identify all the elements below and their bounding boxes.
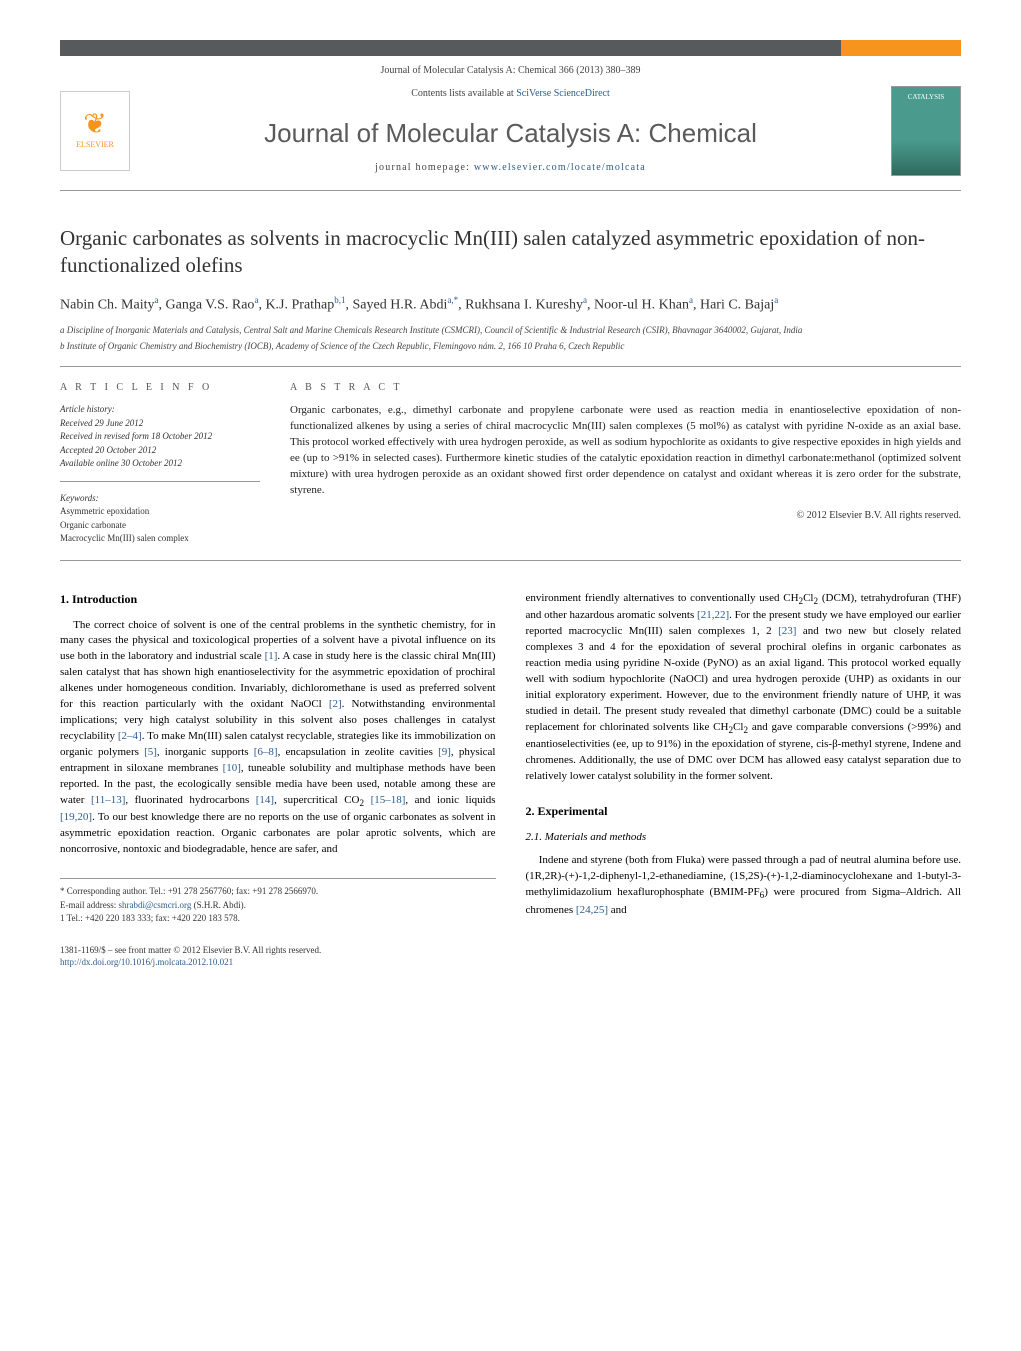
elsevier-logo-text: ELSEVIER xyxy=(76,139,114,150)
homepage-prefix: journal homepage: xyxy=(375,162,474,173)
footnotes: * Corresponding author. Tel.: +91 278 25… xyxy=(60,878,496,926)
authors-list: Nabin Ch. Maitya, Ganga V.S. Raoa, K.J. … xyxy=(60,294,961,315)
email-who: (S.H.R. Abdi). xyxy=(191,900,246,910)
section-exp-head: 2. Experimental xyxy=(526,803,962,820)
body-columns: 1. Introduction The correct choice of so… xyxy=(60,591,961,969)
contents-line: Contents lists available at SciVerse Sci… xyxy=(130,87,891,101)
section-intro-head: 1. Introduction xyxy=(60,591,496,608)
citation-line: Journal of Molecular Catalysis A: Chemic… xyxy=(60,64,961,78)
footnote-1: 1 Tel.: +420 220 183 333; fax: +420 220 … xyxy=(60,912,496,926)
article-info-heading: A R T I C L E I N F O xyxy=(60,381,260,395)
affiliation-a: a Discipline of Inorganic Materials and … xyxy=(60,325,961,337)
keyword: Macrocyclic Mn(III) salen complex xyxy=(60,532,260,546)
abstract-col: A B S T R A C T Organic carbonates, e.g.… xyxy=(290,381,961,546)
homepage-link[interactable]: www.elsevier.com/locate/molcata xyxy=(474,162,646,173)
article-title: Organic carbonates as solvents in macroc… xyxy=(60,225,961,280)
left-column: 1. Introduction The correct choice of so… xyxy=(60,591,496,969)
email-line: E-mail address: shrabdi@csmcri.org (S.H.… xyxy=(60,899,496,913)
keyword: Organic carbonate xyxy=(60,519,260,533)
abstract-copyright: © 2012 Elsevier B.V. All rights reserved… xyxy=(290,509,961,523)
corresponding-author: * Corresponding author. Tel.: +91 278 25… xyxy=(60,885,496,899)
intro-para-2: environment friendly alternatives to con… xyxy=(526,591,962,785)
article-info-col: A R T I C L E I N F O Article history: R… xyxy=(60,381,260,546)
elsevier-tree-icon: ❦ xyxy=(83,111,106,139)
history-accepted: Accepted 20 October 2012 xyxy=(60,444,260,458)
footer: 1381-1169/$ – see front matter © 2012 El… xyxy=(60,944,496,969)
homepage-line: journal homepage: www.elsevier.com/locat… xyxy=(130,161,891,175)
journal-title: Journal of Molecular Catalysis A: Chemic… xyxy=(130,115,891,151)
cover-text: CATALYSIS xyxy=(908,93,944,101)
email-link[interactable]: shrabdi@csmcri.org xyxy=(118,900,191,910)
exp-para-1: Indene and styrene (both from Fluka) wer… xyxy=(526,853,962,918)
keywords-block: Keywords: Asymmetric epoxidation Organic… xyxy=(60,492,260,546)
email-label: E-mail address: xyxy=(60,900,118,910)
doi-link[interactable]: http://dx.doi.org/10.1016/j.molcata.2012… xyxy=(60,957,233,967)
history-received: Received 29 June 2012 xyxy=(60,417,260,431)
info-abstract-row: A R T I C L E I N F O Article history: R… xyxy=(60,381,961,546)
header-center: Contents lists available at SciVerse Sci… xyxy=(130,87,891,175)
history-revised: Received in revised form 18 October 2012 xyxy=(60,430,260,444)
journal-cover-thumb: CATALYSIS xyxy=(891,86,961,176)
issn-line: 1381-1169/$ – see front matter © 2012 El… xyxy=(60,944,496,957)
affiliation-b: b Institute of Organic Chemistry and Bio… xyxy=(60,341,961,353)
history-head: Article history: xyxy=(60,403,260,417)
intro-para-1: The correct choice of solvent is one of … xyxy=(60,618,496,859)
header-color-bar xyxy=(60,40,961,56)
contents-prefix: Contents lists available at xyxy=(411,88,516,99)
sciencedirect-link[interactable]: SciVerse ScienceDirect xyxy=(516,88,610,99)
abstract-heading: A B S T R A C T xyxy=(290,381,961,395)
elsevier-logo: ❦ ELSEVIER xyxy=(60,91,130,171)
divider xyxy=(60,560,961,561)
journal-header: ❦ ELSEVIER Contents lists available at S… xyxy=(60,78,961,191)
keywords-head: Keywords: xyxy=(60,492,260,506)
right-column: environment friendly alternatives to con… xyxy=(526,591,962,969)
abstract-text: Organic carbonates, e.g., dimethyl carbo… xyxy=(290,403,961,499)
subsection-exp-head: 2.1. Materials and methods xyxy=(526,830,962,845)
history-block: Article history: Received 29 June 2012 R… xyxy=(60,403,260,482)
keyword: Asymmetric epoxidation xyxy=(60,505,260,519)
history-online: Available online 30 October 2012 xyxy=(60,457,260,471)
divider xyxy=(60,366,961,367)
